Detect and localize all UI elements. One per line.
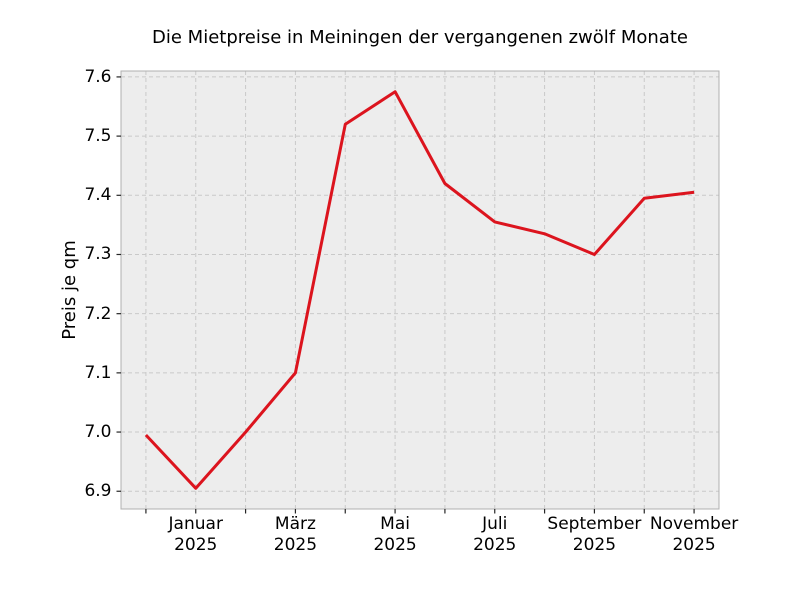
x-tick-label: Mai 2025 <box>320 514 470 556</box>
y-axis-label: Preis je qm <box>59 240 80 340</box>
price-line-series <box>144 90 695 490</box>
x-tick-label: November 2025 <box>619 514 769 556</box>
plot-area <box>121 71 719 509</box>
x-tick-label-month: September <box>547 514 642 534</box>
x-tick-label: Januar 2025 <box>121 514 271 556</box>
y-tick-label: 7.2 <box>84 303 112 324</box>
x-tick-label-year: 2025 <box>473 535 517 555</box>
x-tick-label: Juli 2025 <box>420 514 570 556</box>
y-tick-label: 7.4 <box>84 185 112 206</box>
x-tick-label-month: November <box>649 514 739 534</box>
chart-title: Die Mietpreise in Meiningen der vergange… <box>152 27 688 48</box>
x-tick-label-year: 2025 <box>672 535 716 555</box>
x-tick-label: September 2025 <box>519 514 669 556</box>
x-tick-label-year: 2025 <box>373 535 417 555</box>
x-tick-label-year: 2025 <box>174 535 218 555</box>
x-tick-label-month: März <box>274 514 316 534</box>
y-tick-label: 7.6 <box>84 66 112 87</box>
x-tick-label-year: 2025 <box>273 535 318 555</box>
x-tick-label-month: Juli <box>482 514 508 534</box>
x-tick-label-month: Januar <box>168 514 223 534</box>
y-tick-label: 7.3 <box>84 244 112 265</box>
plot-border <box>120 70 720 510</box>
x-tick-label-month: Mai <box>380 514 410 534</box>
x-tick-label: März 2025 <box>220 514 370 556</box>
y-tick-label: 7.0 <box>84 422 112 443</box>
y-tick-label: 7.5 <box>84 126 112 147</box>
y-tick-label: 7.1 <box>84 362 112 383</box>
y-tick-label: 6.9 <box>84 481 112 502</box>
x-tick-label-year: 2025 <box>572 535 617 555</box>
